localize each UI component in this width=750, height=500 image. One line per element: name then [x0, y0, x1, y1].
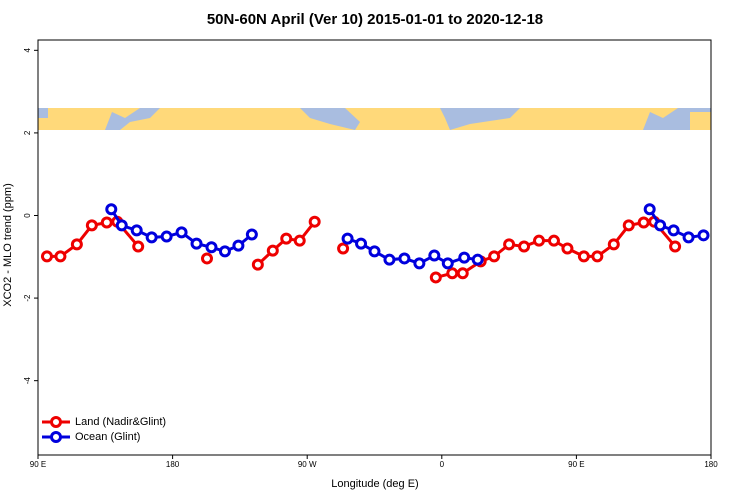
data-point	[160, 230, 173, 243]
data-point	[280, 232, 293, 245]
data-point	[232, 239, 245, 252]
data-point	[561, 242, 574, 255]
x-tick-label: 180	[704, 460, 718, 469]
data-point	[205, 241, 218, 254]
x-tick-label: 90 E	[30, 460, 46, 469]
data-point	[398, 252, 411, 265]
legend-marker	[50, 416, 62, 428]
data-point	[547, 234, 560, 247]
data-point	[622, 219, 635, 232]
data-point	[591, 250, 604, 263]
data-point	[308, 215, 321, 228]
legend-label: Land (Nadir&Glint)	[75, 416, 166, 428]
data-point	[669, 240, 682, 253]
data-point	[637, 216, 650, 229]
data-point	[643, 203, 656, 216]
data-point	[503, 238, 516, 251]
y-tick-label: -2	[23, 294, 32, 302]
data-point	[54, 250, 67, 263]
data-point	[115, 219, 128, 232]
data-point	[458, 251, 471, 264]
data-point	[100, 216, 113, 229]
data-point	[70, 238, 83, 251]
data-point	[607, 238, 620, 251]
data-point	[682, 231, 695, 244]
data-point	[533, 234, 546, 247]
y-tick-label: 4	[23, 48, 32, 53]
plot-frame	[37, 39, 712, 456]
data-point	[218, 245, 231, 258]
data-point	[488, 250, 501, 263]
data-point	[518, 240, 531, 253]
data-point	[667, 224, 680, 237]
data-point	[429, 271, 442, 284]
data-point	[175, 226, 188, 239]
data-point	[456, 267, 469, 280]
y-tick-label: 2	[23, 130, 32, 135]
data-point	[337, 242, 350, 255]
data-point	[293, 234, 306, 247]
data-point	[355, 237, 368, 250]
data-point	[341, 232, 354, 245]
data-point	[266, 244, 279, 257]
x-tick-label: 90 E	[568, 460, 584, 469]
series-line	[435, 220, 677, 279]
data-point	[40, 250, 53, 263]
data-point	[190, 237, 203, 250]
data-point	[85, 219, 98, 232]
data-point	[697, 229, 710, 242]
legend-marker	[50, 431, 62, 443]
data-point	[368, 245, 381, 258]
map-strip	[38, 108, 711, 130]
x-tick-label: 0	[440, 460, 445, 469]
data-point	[383, 253, 396, 266]
data-point	[441, 257, 454, 270]
data-point	[577, 250, 590, 263]
data-point	[471, 253, 484, 266]
data-point	[145, 231, 158, 244]
data-point	[446, 267, 459, 280]
data-point	[245, 228, 258, 241]
data-point	[428, 249, 441, 262]
y-tick-label: -4	[23, 377, 32, 385]
data-point	[130, 224, 143, 237]
data-point	[132, 240, 145, 253]
y-axis-label: XCO2 - MLO trend (ppm)	[2, 183, 14, 306]
data-point	[654, 219, 667, 232]
x-axis-label: Longitude (deg E)	[331, 478, 418, 490]
data-point	[251, 258, 264, 271]
x-tick-label: 180	[166, 460, 180, 469]
data-point	[200, 252, 213, 265]
legend-label: Ocean (Glint)	[75, 431, 140, 443]
series-line	[347, 237, 478, 266]
data-point	[105, 203, 118, 216]
data-point	[413, 257, 426, 270]
x-tick-label: 90 W	[298, 460, 317, 469]
y-tick-label: 0	[23, 213, 32, 218]
chart-title: 50N-60N April (Ver 10) 2015-01-01 to 202…	[207, 11, 543, 28]
